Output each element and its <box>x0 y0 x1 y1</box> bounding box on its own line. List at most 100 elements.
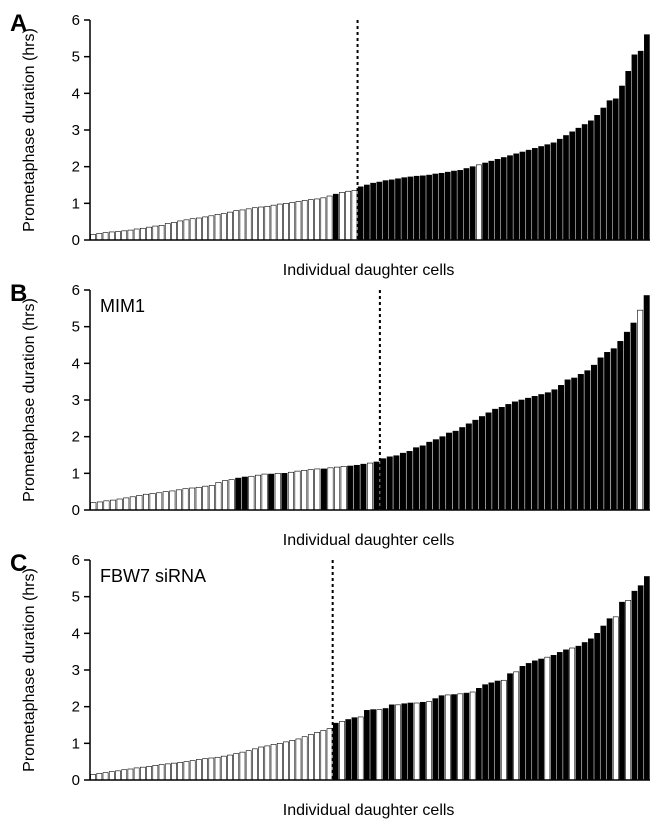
bar <box>327 729 332 780</box>
bar <box>203 217 208 240</box>
bar <box>189 488 194 510</box>
bar <box>227 212 232 240</box>
bar <box>371 183 376 240</box>
bar <box>532 148 537 240</box>
bar <box>601 626 606 780</box>
bar <box>420 176 425 240</box>
y-axis-label: Prometaphase duration (hrs) <box>21 568 39 772</box>
bar <box>644 577 649 781</box>
bar <box>308 200 313 240</box>
bar <box>539 659 544 780</box>
bar <box>420 702 425 780</box>
bar <box>501 158 506 241</box>
bar <box>445 172 450 240</box>
bar <box>358 187 363 240</box>
svg-text:6: 6 <box>72 552 80 569</box>
bar <box>489 683 494 780</box>
bar <box>184 762 189 780</box>
bar <box>440 437 445 510</box>
bar <box>572 378 577 510</box>
bar <box>163 492 168 510</box>
bar <box>519 400 524 510</box>
bar <box>234 754 239 780</box>
y-axis-label: Prometaphase duration (hrs) <box>21 298 39 502</box>
plot-area: 0123456 <box>90 560 650 780</box>
bar <box>495 681 500 780</box>
bar <box>277 204 282 240</box>
bar <box>296 739 301 780</box>
svg-text:4: 4 <box>72 85 80 102</box>
svg-text:1: 1 <box>72 195 80 212</box>
bar <box>601 108 606 240</box>
bar <box>520 666 525 780</box>
bar <box>346 720 351 781</box>
bar <box>514 672 519 780</box>
figure-container: APrometaphase duration (hrs)Individual d… <box>10 10 662 820</box>
bar <box>374 462 379 510</box>
bar <box>464 169 469 241</box>
bar <box>460 428 465 511</box>
bar <box>346 191 351 240</box>
bar <box>507 674 512 780</box>
bar <box>124 498 129 510</box>
bar <box>492 409 497 510</box>
bar <box>222 481 227 510</box>
bar <box>383 181 388 240</box>
bar <box>229 480 234 510</box>
bar <box>221 756 226 780</box>
bar <box>570 648 575 780</box>
bar <box>632 55 637 240</box>
bar <box>595 115 600 240</box>
bar <box>176 490 181 510</box>
bar <box>427 175 432 240</box>
bar <box>526 663 531 780</box>
svg-text:3: 3 <box>72 122 80 139</box>
bar <box>389 180 394 240</box>
bar <box>134 768 139 780</box>
bar <box>302 737 307 780</box>
bar <box>613 99 618 240</box>
bar <box>156 493 161 510</box>
bar <box>525 398 530 510</box>
bar <box>282 473 287 510</box>
bar <box>308 470 313 510</box>
bar <box>486 413 491 510</box>
bar <box>507 156 512 240</box>
bar <box>506 404 511 510</box>
bar <box>103 233 108 240</box>
bar <box>259 747 264 780</box>
bar <box>637 310 642 510</box>
bar <box>315 732 320 780</box>
bar <box>380 459 385 510</box>
bar <box>607 101 612 240</box>
bar <box>290 203 295 240</box>
bar <box>613 617 618 780</box>
bar <box>354 465 359 510</box>
bar <box>288 472 293 510</box>
bar <box>551 655 556 780</box>
bar <box>512 402 517 510</box>
bar <box>632 591 637 780</box>
svg-text:1: 1 <box>72 735 80 752</box>
bar <box>631 323 636 510</box>
bar <box>352 718 357 780</box>
bar <box>240 210 245 240</box>
bar <box>333 723 338 780</box>
bar <box>558 385 563 510</box>
bar <box>150 494 155 511</box>
bar <box>476 165 481 240</box>
bar <box>140 228 145 240</box>
bar <box>252 208 257 240</box>
bar <box>171 763 176 780</box>
bar <box>395 705 400 780</box>
svg-text:2: 2 <box>72 429 80 446</box>
bar <box>638 586 643 780</box>
bar <box>255 475 260 510</box>
bar <box>178 762 183 780</box>
bar <box>578 374 583 510</box>
bar <box>539 395 544 511</box>
bar <box>551 143 556 240</box>
bar <box>389 705 394 780</box>
svg-text:5: 5 <box>72 589 80 606</box>
bar <box>97 773 102 780</box>
